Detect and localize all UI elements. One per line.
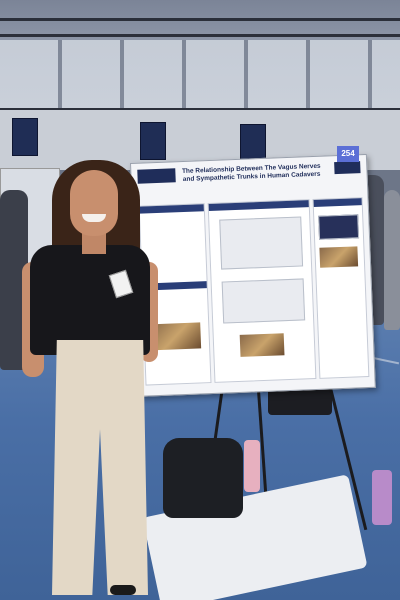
results-table xyxy=(318,214,360,240)
board-number: 254 xyxy=(341,149,355,158)
ceiling-truss xyxy=(0,108,400,111)
results-chart xyxy=(219,216,304,270)
wall-banner xyxy=(140,122,166,160)
specimen-photo xyxy=(239,333,285,357)
poster-column-right xyxy=(312,197,370,379)
section-header xyxy=(208,200,309,212)
university-logo xyxy=(137,168,176,184)
hospital-logo xyxy=(334,161,361,175)
water-bottle-icon xyxy=(372,470,392,525)
presenter-smile xyxy=(82,214,106,222)
poster-title: The Relationship Between The Vagus Nerve… xyxy=(181,162,321,183)
nerve-photo xyxy=(319,246,359,268)
clerestory-windows xyxy=(0,40,400,110)
water-bottle-icon xyxy=(244,440,260,492)
research-poster: The Relationship Between The Vagus Nerve… xyxy=(130,153,376,397)
wall-banner xyxy=(12,118,38,156)
board-number-sign: 254 xyxy=(337,146,359,162)
background-person xyxy=(384,190,400,330)
presenter-face xyxy=(70,170,118,236)
presenter-black-top xyxy=(30,245,150,355)
backpack-icon xyxy=(163,438,243,518)
section-header xyxy=(313,198,362,207)
wall-banner xyxy=(240,124,266,162)
section-header xyxy=(139,204,204,214)
ceiling-truss xyxy=(0,18,400,21)
ceiling-truss xyxy=(0,34,400,37)
presenter-shoe xyxy=(110,585,136,595)
results-chart xyxy=(221,278,306,324)
presenter-neck xyxy=(82,232,106,254)
poster-column-center xyxy=(207,199,317,383)
